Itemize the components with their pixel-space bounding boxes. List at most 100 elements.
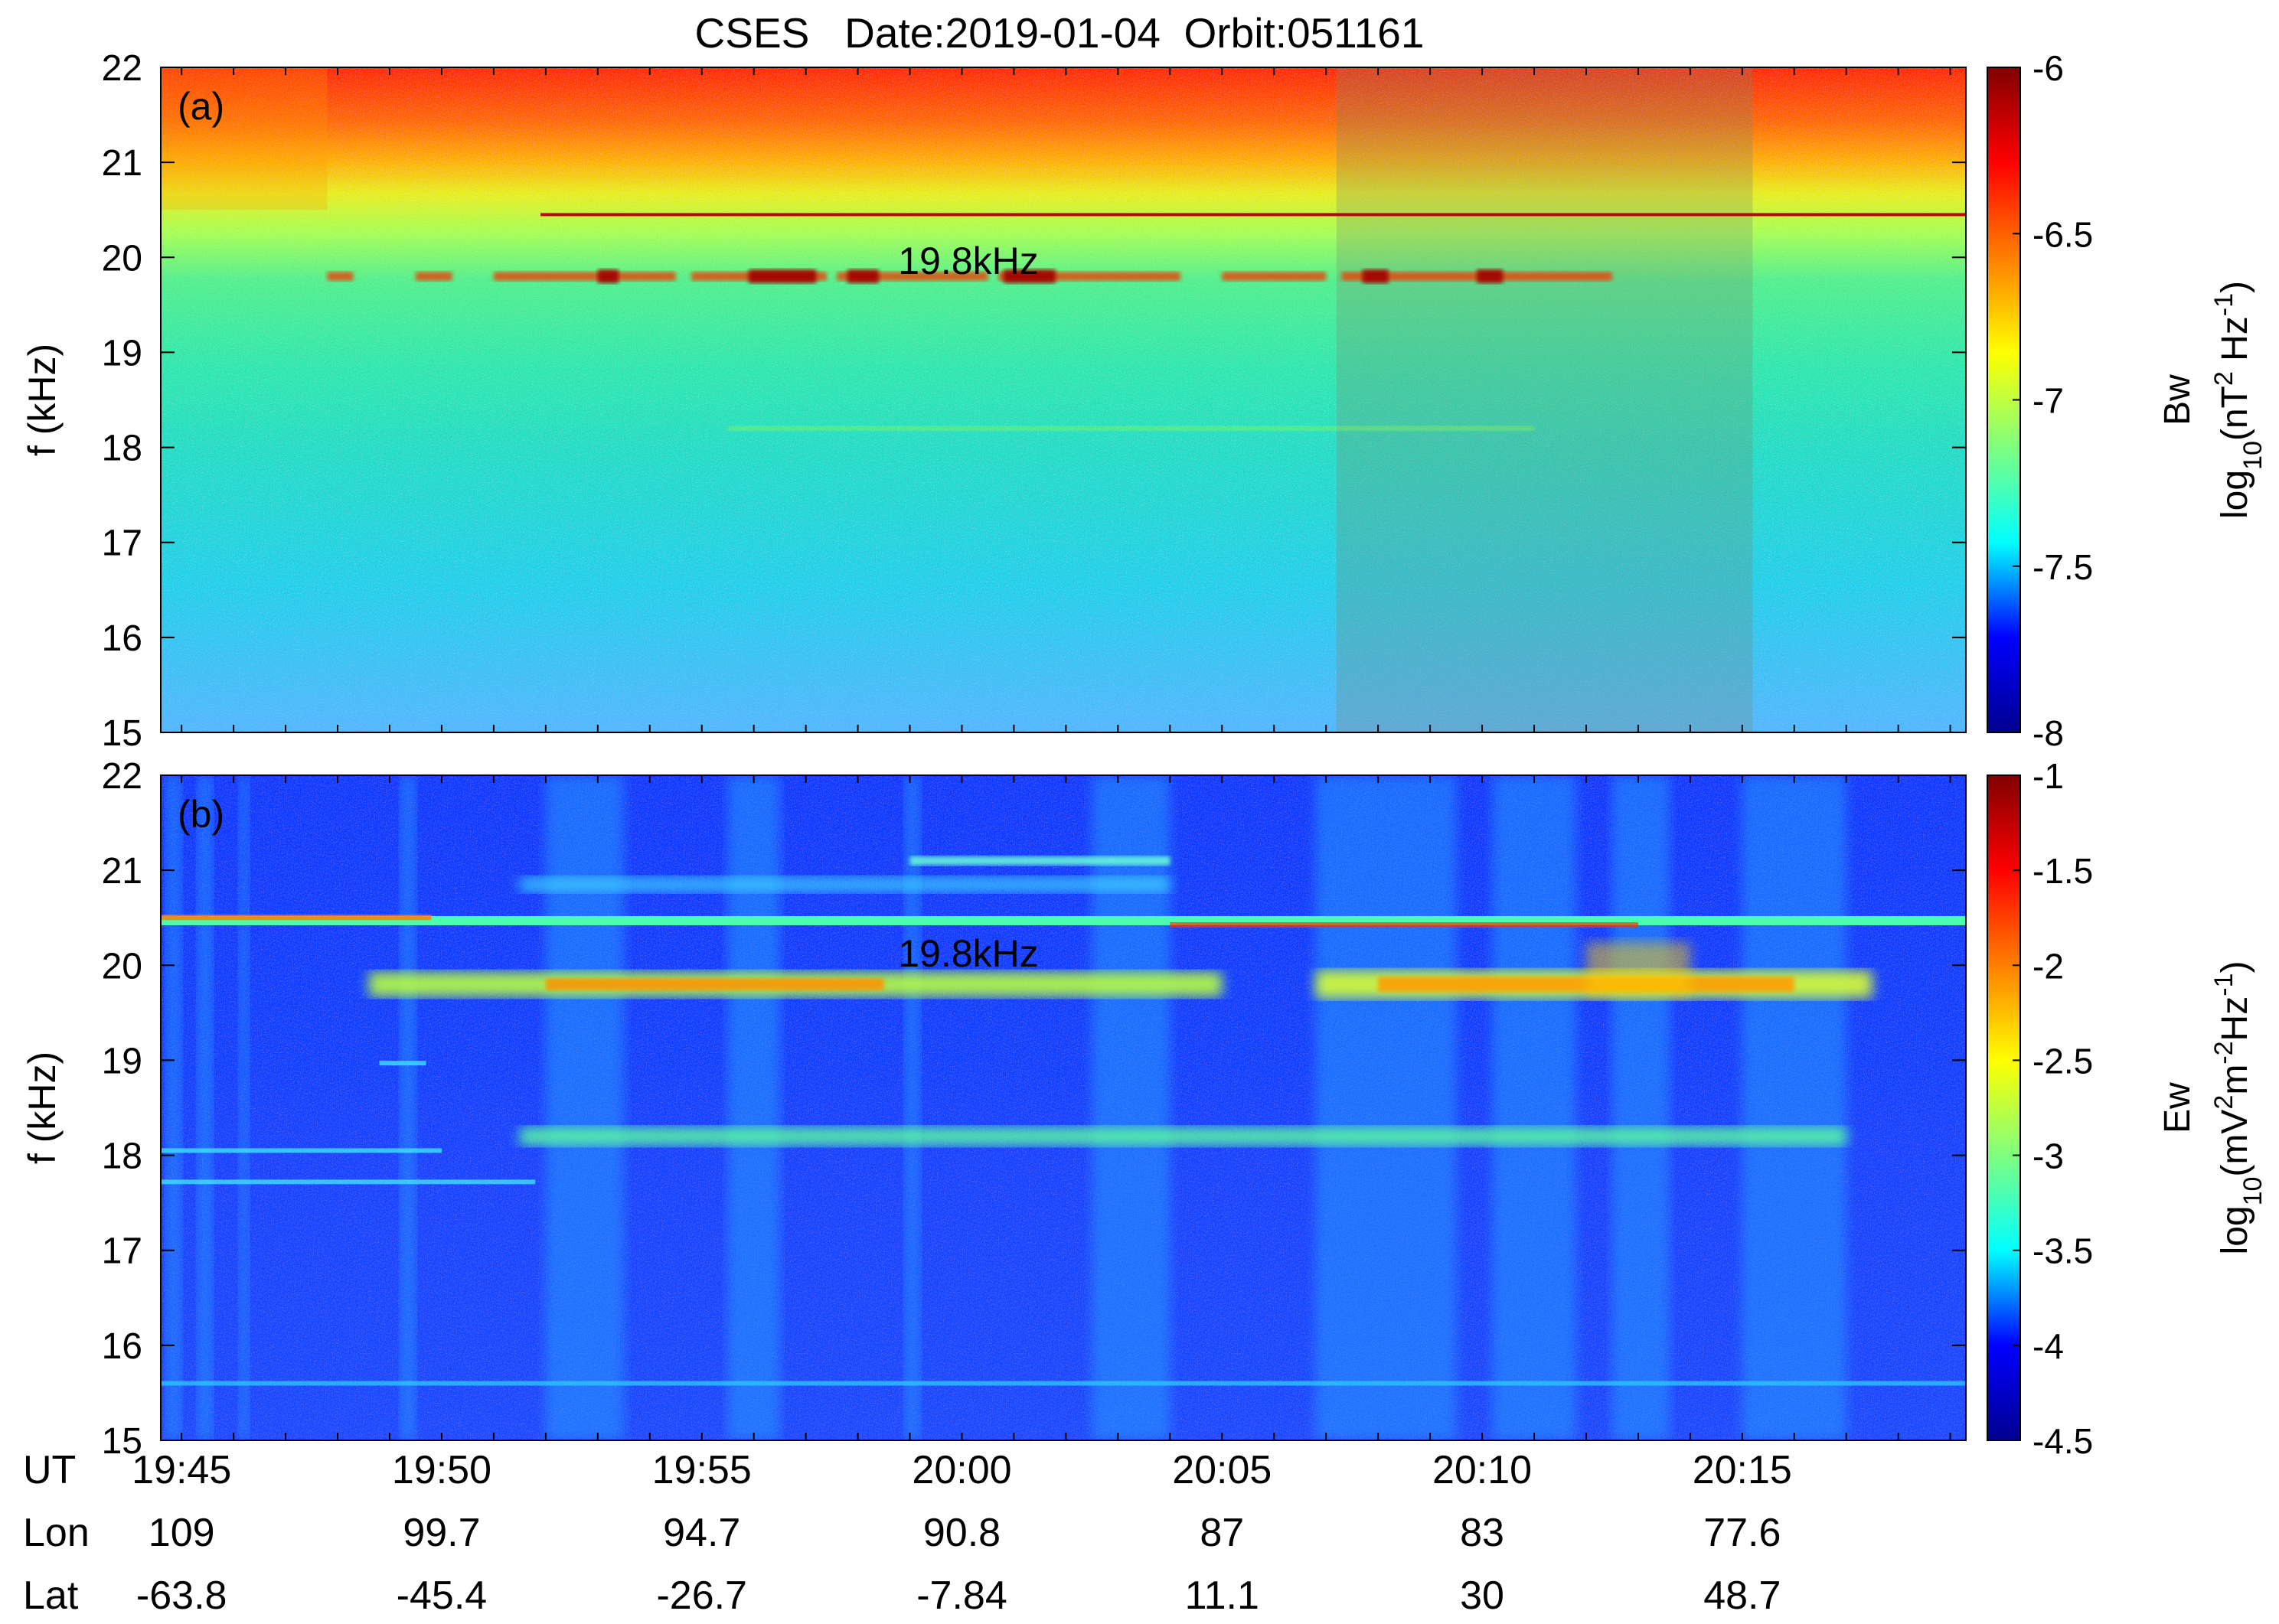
x-tick-label: 99.7 — [403, 1511, 480, 1555]
signal-18-2 — [519, 1127, 1846, 1146]
plot-frame — [160, 774, 1967, 1441]
colorbar-unit: log10(nT2 Hz-1) — [2209, 281, 2268, 519]
signal-21-1 — [909, 856, 1171, 866]
x-tick-label: 77.6 — [1703, 1511, 1781, 1555]
y-tick-label: 18 — [102, 429, 142, 469]
signal-19-8-core — [545, 978, 884, 991]
x-tick-label: 48.7 — [1703, 1573, 1781, 1618]
colorbar-tick-label: -1.5 — [2032, 851, 2093, 891]
y-tick-label: 21 — [102, 143, 142, 184]
chart-title: CSES Date:2019-01-04 Orbit:051161 — [695, 9, 1425, 57]
stripe — [1492, 775, 1576, 1440]
x-tick-label: 11.1 — [1185, 1573, 1259, 1618]
y-tick-label: 19 — [102, 333, 142, 373]
signal-17-7 — [161, 1179, 536, 1185]
x-tick-label: 94.7 — [663, 1511, 740, 1555]
x-tick-label: 109 — [149, 1511, 215, 1555]
y-tick-label: 22 — [102, 48, 142, 89]
x-tick-label: 87 — [1200, 1511, 1244, 1555]
colorbar-unit-part: -2 — [2209, 1041, 2238, 1064]
y-axis-label: f (kHz) — [21, 344, 64, 456]
signal-20-9 — [519, 876, 1171, 892]
spectrogram-a — [161, 67, 1966, 732]
colorbar-unit-part: 2 — [2209, 1095, 2238, 1110]
signal-19-8-peak — [1362, 269, 1389, 284]
colorbar-unit-part: Hz — [2215, 996, 2255, 1042]
colorbar-tick-label: -3 — [2032, 1136, 2064, 1176]
x-tick-label: 20:05 — [1172, 1448, 1272, 1492]
panel-label: (a) — [178, 85, 224, 128]
colorbar-tick-label: -3.5 — [2032, 1231, 2093, 1271]
colorbar-unit-part: 2 — [2209, 371, 2238, 386]
colorbar-unit: log10(mV2m-2Hz-1) — [2209, 961, 2268, 1255]
colorbar-tick-label: -6 — [2032, 48, 2064, 88]
y-tick-label: 15 — [102, 1421, 142, 1462]
x-row-label: Lon — [23, 1511, 90, 1555]
colorbar-unit-part: m — [2215, 1065, 2255, 1095]
y-axis-label: f (kHz) — [21, 1052, 64, 1164]
signal-19-0 — [379, 1061, 426, 1066]
y-tick-label: 18 — [102, 1136, 142, 1177]
panel-label: (b) — [178, 793, 224, 836]
panel-b: 15 16 17 18 19 20 21 22 f (kHz) (b) 19.8kHz — [21, 756, 1967, 1462]
signal-15-6 — [161, 1381, 1966, 1386]
signal-19-8 — [327, 272, 354, 282]
stripe — [727, 775, 780, 1440]
signal-19-8 — [493, 272, 676, 282]
x-tick-label: 20:15 — [1693, 1448, 1792, 1492]
colorbar-unit-part: ) — [2215, 281, 2255, 293]
colorbar-scale — [1987, 774, 2021, 1441]
signal-line-20-45-left — [161, 915, 432, 921]
x-tick-label: -7.84 — [916, 1573, 1007, 1618]
spectrogram-background — [161, 67, 1966, 732]
annotation-19-8khz: 19.8kHz — [898, 932, 1038, 975]
y-tick-label: 20 — [102, 946, 142, 986]
colorbar-tick-label: -6.5 — [2032, 214, 2093, 254]
panel-a: 15 16 17 18 19 20 21 22 f (kHz) (a) 19.8kHz — [21, 48, 1967, 754]
stripe — [165, 775, 182, 1440]
y-tick-label: 21 — [102, 851, 142, 892]
spectrogram-region — [161, 67, 328, 210]
signal-19-8-peak — [847, 269, 879, 284]
stripe — [545, 775, 624, 1440]
colorbar-unit-part: log — [2215, 470, 2255, 519]
x-tick-label: 19:45 — [132, 1448, 231, 1492]
y-tick-label: 17 — [102, 523, 142, 564]
x-tick-label: -26.7 — [656, 1573, 747, 1618]
colorbar-tick-label: -2.5 — [2032, 1041, 2093, 1081]
colorbar-unit-part: (nT — [2215, 386, 2255, 441]
stripe — [1742, 775, 1846, 1440]
stripe — [1611, 775, 1670, 1440]
colorbar-unit-part: (mV — [2215, 1110, 2255, 1177]
colorbar-unit-part: -1 — [2209, 973, 2238, 996]
signal-19-8-peak — [748, 269, 817, 284]
colorbar-unit-part: Hz — [2215, 316, 2255, 371]
signal-19-8-peak — [597, 269, 619, 284]
colorbar-tick-label: -7 — [2032, 381, 2064, 421]
y-tick-label: 15 — [102, 713, 142, 754]
plot-frame — [160, 67, 1967, 733]
stripe — [197, 775, 213, 1440]
colorbar-unit-part: 10 — [2238, 441, 2268, 470]
signal-18-2 — [727, 426, 1534, 431]
stripe — [904, 775, 921, 1440]
signal-line-20-45-right — [1170, 922, 1638, 928]
x-tick-label: 20:10 — [1432, 1448, 1532, 1492]
signal-19-8 — [415, 272, 452, 282]
y-tick-label: 17 — [102, 1231, 142, 1272]
colorbar-unit-part: 10 — [2238, 1177, 2268, 1206]
signal-18-05 — [161, 1148, 442, 1153]
x-tick-label: 20:00 — [912, 1448, 1011, 1492]
x-tick-label: 19:50 — [392, 1448, 491, 1492]
signal-line-20-45 — [540, 213, 1966, 217]
colorbar-tick-label: -2 — [2032, 946, 2064, 986]
y-tick-label: 19 — [102, 1041, 142, 1081]
stripe — [1092, 775, 1171, 1440]
annotation-19-8khz: 19.8kHz — [898, 240, 1038, 282]
colorbar-unit-part: -1 — [2209, 293, 2238, 316]
x-row-label: Lat — [23, 1573, 79, 1618]
colorbar-tick-label: -8 — [2032, 713, 2064, 753]
stripe — [400, 775, 416, 1440]
colorbar-tick-label: -4.5 — [2032, 1421, 2093, 1461]
